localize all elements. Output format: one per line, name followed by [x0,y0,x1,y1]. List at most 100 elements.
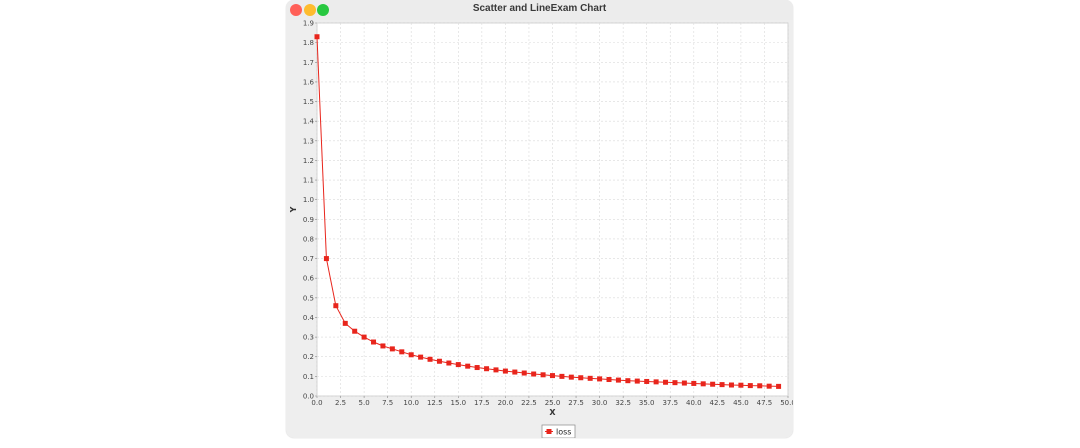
data-point [738,382,744,388]
data-point [587,375,593,381]
x-tick-label: 32.5 [615,399,631,407]
data-point [314,34,320,40]
data-point [578,375,584,381]
legend-marker [546,429,552,434]
data-point [672,380,678,386]
window-title: Scatter and LineExam Chart [472,3,607,14]
close-window-button[interactable] [290,4,302,16]
data-point [719,382,725,388]
y-axis-label: Y [289,206,298,213]
y-tick-label: 1.6 [303,78,315,86]
data-point [427,356,433,362]
x-tick-label: 45.0 [733,399,749,407]
x-tick-label: 22.5 [521,399,537,407]
y-tick-label: 0.4 [303,314,315,322]
data-point [418,354,424,360]
data-point [700,381,706,387]
data-point [493,367,499,373]
data-point [408,352,414,358]
data-point [615,377,621,383]
y-tick-label: 1.2 [303,157,314,165]
x-tick-label: 5.0 [359,399,370,407]
x-tick-label: 50.0 [780,399,793,407]
data-point [653,379,659,385]
data-point [333,303,339,309]
x-tick-label: 15.0 [451,399,467,407]
y-tick-label: 1.4 [303,118,315,126]
data-point [550,373,555,379]
data-point [521,370,527,376]
data-point [634,378,640,384]
x-tick-label: 2.5 [335,399,346,407]
x-tick-label: 27.5 [568,399,584,407]
x-tick-label: 37.5 [662,399,678,407]
y-tick-label: 1.3 [303,137,314,145]
y-tick-label: 0.6 [303,275,315,283]
data-point [568,374,574,380]
y-tick-label: 0.9 [303,216,314,224]
data-point [474,365,480,371]
data-point [399,349,405,355]
x-tick-label: 0.0 [311,399,322,407]
data-point [663,379,669,385]
x-tick-label: 35.0 [639,399,655,407]
x-tick-label: 40.0 [686,399,702,407]
y-tick-label: 0.3 [303,334,314,342]
data-point [747,383,753,389]
data-point [436,358,442,364]
y-tick-label: 1.0 [303,196,314,204]
data-point [484,366,490,372]
data-point [352,328,358,334]
data-point [625,378,631,384]
y-tick-label: 1.9 [303,20,314,28]
minimize-window-button[interactable] [304,4,316,16]
data-point [606,377,612,383]
data-point [389,346,395,352]
data-point [644,378,650,384]
x-tick-label: 30.0 [592,399,608,407]
x-tick-label: 10.0 [403,399,419,407]
data-point [681,380,687,386]
x-tick-label: 7.5 [382,399,393,407]
legend-box [541,424,576,438]
y-tick-label: 0.2 [303,353,314,361]
data-point [559,373,565,379]
data-point [710,381,716,387]
y-tick-label: 1.1 [303,177,314,185]
data-point [540,372,546,378]
data-point [776,383,782,389]
data-point [446,360,452,366]
data-point [766,383,772,389]
y-tick-label: 1.8 [303,39,314,47]
x-tick-label: 25.0 [545,399,561,407]
data-point [691,380,697,386]
chart: 0.0 2.5 5.0 7.5 10.0 12.5 15.0 17.5 20.0 22.5 25.0… [289,20,793,438]
data-point [728,382,734,388]
data-point [597,376,603,382]
legend-label: loss [556,428,571,437]
data-point [342,320,348,326]
data-point [531,371,537,377]
data-point [361,334,367,340]
x-tick-label: 47.5 [757,399,773,407]
x-tick-label: 12.5 [427,399,443,407]
y-tick-label: 0.5 [303,294,314,302]
data-point [371,339,377,345]
chart-window: Scatter and LineExam Chart 0.0 2.5 5.0 7.5 1… [286,0,793,438]
data-point [512,369,518,375]
data-point [323,256,329,262]
y-tick-label: 1.5 [303,98,314,106]
y-tick-label: 0.8 [303,235,314,243]
y-tick-label: 0.7 [303,255,314,263]
title-bar[interactable]: Scatter and LineExam Chart [286,0,793,20]
data-point [455,362,461,368]
data-point [380,343,386,349]
data-point [757,383,763,389]
data-point [465,363,471,369]
x-tick-label: 42.5 [710,399,726,407]
y-tick-label: 0.0 [303,393,314,401]
x-tick-label: 20.0 [498,399,514,407]
y-tick-label: 0.1 [303,373,314,381]
maximize-window-button[interactable] [317,4,329,16]
data-point [502,368,508,374]
